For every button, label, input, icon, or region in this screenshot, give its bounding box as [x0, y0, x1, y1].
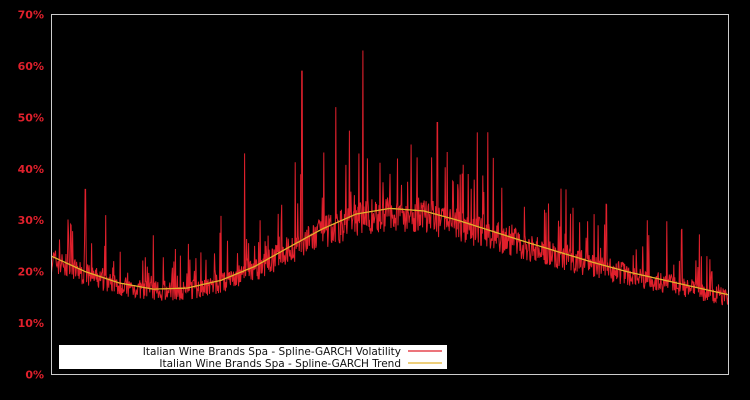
plot-area: [51, 50, 729, 306]
plot-frame: [51, 14, 729, 375]
y-tick-label: 70%: [18, 9, 44, 22]
y-tick-label: 50%: [18, 111, 44, 124]
y-tick-label: 40%: [18, 163, 44, 176]
trend-series: [51, 207, 729, 296]
legend-label-trend: Italian Wine Brands Spa - Spline-GARCH T…: [159, 358, 401, 370]
legend: Italian Wine Brands Spa - Spline-GARCH V…: [59, 345, 447, 370]
y-tick-label: 30%: [18, 214, 44, 227]
volatility-series: [51, 50, 729, 306]
legend-box: [59, 345, 447, 369]
legend-label-volatility: Italian Wine Brands Spa - Spline-GARCH V…: [143, 346, 401, 358]
volatility-line: [51, 50, 729, 306]
y-tick-label: 60%: [18, 60, 44, 73]
y-tick-label: 10%: [18, 317, 44, 330]
y-axis-ticks: 0% 10% 20% 30% 40% 50% 60% 70%: [18, 9, 44, 382]
y-tick-label: 20%: [18, 266, 44, 279]
y-tick-label: 0%: [25, 369, 44, 382]
